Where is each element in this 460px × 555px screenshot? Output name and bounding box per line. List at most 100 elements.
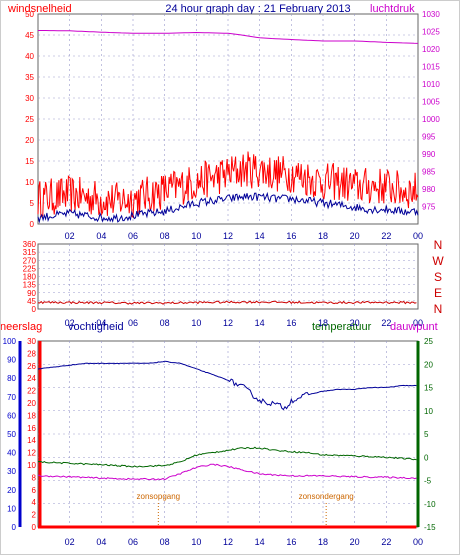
rain-y-tick: 28	[27, 349, 36, 358]
direction-panel-x-tick: 22	[381, 318, 391, 328]
pressure-y-tick: 1025	[422, 28, 440, 37]
pressure-y-tick: 975	[422, 203, 436, 212]
temperature-y-tick: -5	[424, 477, 432, 486]
wind-panel-x-tick: 14	[255, 231, 265, 241]
wind-panel-x-tick: 22	[381, 231, 391, 241]
rain-y-tick: 6	[32, 486, 37, 495]
climate-panel-x-tick: 18	[318, 537, 328, 547]
direction-panel-x-tick: 10	[191, 318, 201, 328]
rain-y-tick: 12	[27, 449, 36, 458]
pressure-y-tick: 1015	[422, 63, 440, 72]
humidity-y-tick: 60	[7, 411, 16, 420]
rain-y-tick: 20	[27, 399, 36, 408]
climate-panel-x-tick: 06	[128, 537, 138, 547]
pressure-axis-label: luchtdruk	[370, 3, 415, 15]
rain-axis-label: neerslag	[0, 321, 42, 333]
humidity-y-tick: 90	[7, 356, 16, 365]
humidity-y-tick: 40	[7, 449, 16, 458]
dewpoint-line	[37, 463, 417, 481]
rain-y-tick: 0	[32, 523, 37, 532]
direction-y-tick: 135	[23, 281, 37, 290]
direction-panel-x-tick: 02	[65, 318, 75, 328]
direction-y-tick: 270	[23, 256, 37, 265]
wind-panel-x-tick: 18	[318, 231, 328, 241]
climate-panel-x-tick: 12	[223, 537, 233, 547]
wind-y-tick: 25	[25, 115, 34, 124]
direction-y-tick: 360	[23, 240, 37, 249]
sun-event-label: zonsopgang	[137, 492, 181, 501]
rain-y-tick: 22	[27, 387, 36, 396]
climate-panel-x-tick: 20	[350, 537, 360, 547]
direction-panel-x-tick: 16	[286, 318, 296, 328]
temperature-axis-label: temperatuur	[312, 321, 372, 333]
wind-y-tick: 0	[30, 220, 35, 229]
direction-y-tick: 315	[23, 248, 37, 257]
wind-direction-line	[37, 300, 417, 305]
climate-panel-x-tick: 14	[255, 537, 265, 547]
pressure-y-tick: 1010	[422, 80, 440, 89]
direction-panel-x-tick: 12	[223, 318, 233, 328]
wind-y-tick: 15	[25, 157, 34, 166]
wind-panel-x-tick: 20	[350, 231, 360, 241]
compass-label: N	[434, 302, 443, 316]
rain-y-tick: 30	[27, 337, 36, 346]
wind-panel-x-tick: 12	[223, 231, 233, 241]
direction-y-tick: 225	[23, 264, 37, 273]
pressure-y-tick: 995	[422, 133, 436, 142]
wind-y-tick: 20	[25, 136, 34, 145]
wind-axis-label: windsnelheid	[7, 3, 72, 15]
climate-panel-x-tick: 10	[191, 537, 201, 547]
climate-panel-x-tick: 04	[96, 537, 106, 547]
direction-panel-x-tick: 08	[160, 318, 170, 328]
chart-title: 24 hour graph day : 21 February 2013	[165, 3, 350, 15]
pressure-y-tick: 990	[422, 150, 436, 159]
rain-y-tick: 2	[32, 511, 37, 520]
wind-y-tick: 50	[25, 10, 34, 19]
wind-panel-x-tick: 06	[128, 231, 138, 241]
dewpoint-axis-label: dauwpunt	[390, 321, 438, 333]
climate-panel-x-tick: 08	[160, 537, 170, 547]
direction-panel-x-tick: 06	[128, 318, 138, 328]
wind-y-tick: 45	[25, 31, 34, 40]
wind-y-tick: 5	[30, 199, 35, 208]
temperature-y-tick: 20	[424, 360, 433, 369]
temperature-y-tick: 0	[424, 453, 429, 462]
wind-panel-x-tick: 08	[160, 231, 170, 241]
compass-label: S	[434, 270, 442, 284]
rain-y-tick: 18	[27, 411, 36, 420]
temperature-y-tick: 5	[424, 430, 429, 439]
direction-y-tick: 45	[27, 297, 36, 306]
rain-y-tick: 14	[27, 436, 36, 445]
rain-y-tick: 26	[27, 362, 36, 371]
wind-y-tick: 10	[25, 178, 34, 187]
temperature-y-tick: 25	[424, 337, 433, 346]
rain-y-tick: 10	[27, 461, 36, 470]
direction-y-tick: 0	[32, 305, 37, 314]
humidity-y-tick: 20	[7, 486, 16, 495]
humidity-y-tick: 100	[3, 337, 17, 346]
climate-panel-x-tick: 02	[65, 537, 75, 547]
wind-panel-x-tick: 16	[286, 231, 296, 241]
compass-label: N	[434, 238, 443, 252]
humidity-line	[37, 360, 417, 411]
wind-average-line	[37, 191, 419, 224]
direction-y-tick: 90	[27, 289, 36, 298]
humidity-y-tick: 10	[7, 504, 16, 513]
direction-panel-x-tick: 14	[255, 318, 265, 328]
rain-y-tick: 16	[27, 424, 36, 433]
humidity-y-tick: 70	[7, 393, 16, 402]
pressure-y-tick: 985	[422, 168, 436, 177]
humidity-axis-label: vochtigheid	[68, 321, 124, 333]
climate-panel-x-tick: 22	[381, 537, 391, 547]
wind-gust-line	[37, 151, 419, 219]
temperature-y-tick: 10	[424, 407, 433, 416]
wind-panel-x-tick: 10	[191, 231, 201, 241]
climate-panel-x-tick: 16	[286, 537, 296, 547]
compass-label: E	[434, 286, 442, 300]
pressure-line	[38, 30, 419, 44]
direction-panel-x-tick: 00	[413, 318, 423, 328]
direction-panel-x-tick: 18	[318, 318, 328, 328]
rain-y-tick: 8	[32, 473, 37, 482]
